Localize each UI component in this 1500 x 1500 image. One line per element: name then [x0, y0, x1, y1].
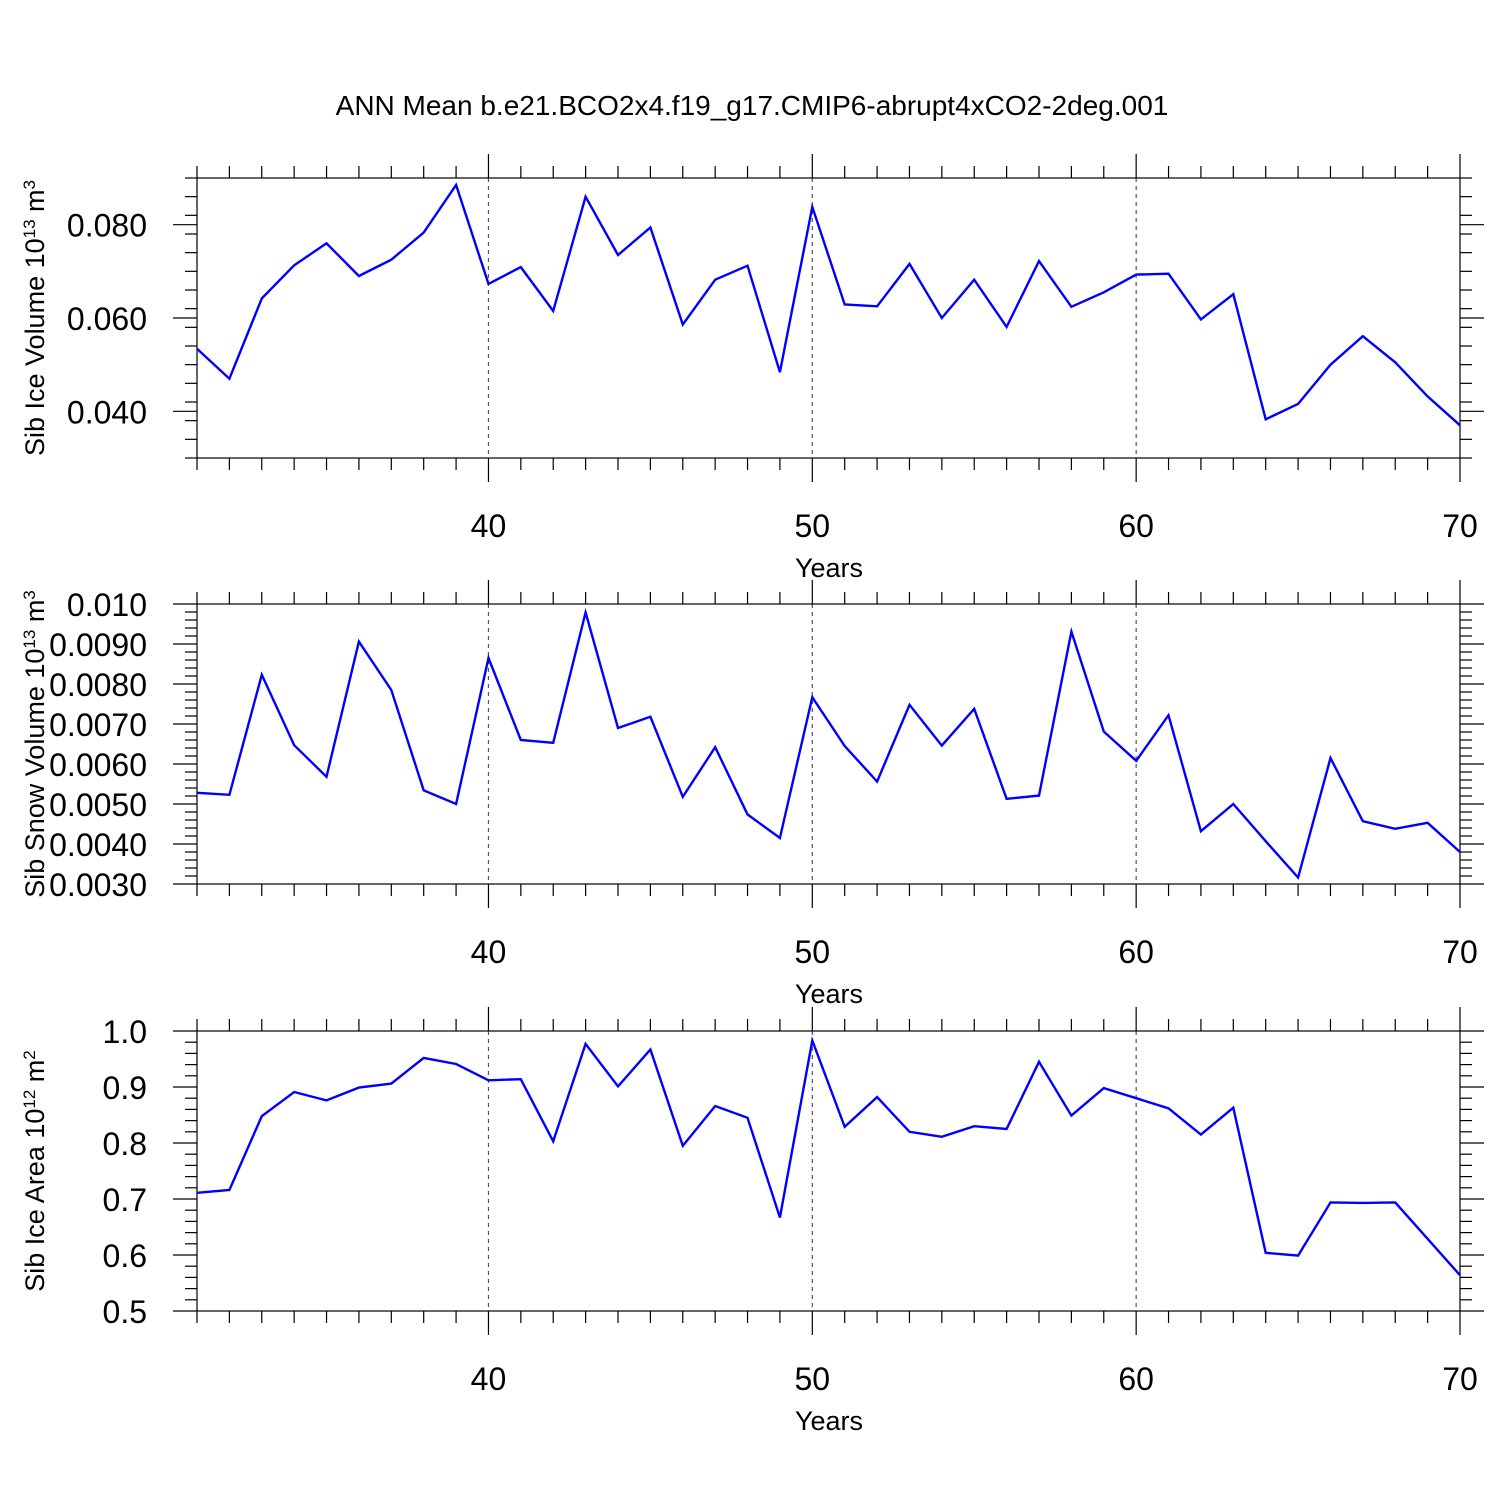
x-tick-label: 40 [471, 508, 507, 544]
y-tick-label: 0.040 [67, 394, 147, 430]
y-axis-label-superscript: 2 [20, 1050, 39, 1059]
series-line [196, 182, 1461, 427]
x-tick-label: 40 [471, 1361, 507, 1397]
x-axis-label: Years [795, 1406, 863, 1436]
y-tick-label: 1.0 [103, 1014, 147, 1050]
y-axis-label: Sib Ice Volume 1013 m3 [20, 180, 51, 456]
y-tick-label: 0.010 [67, 587, 147, 623]
y-axis-label-part: m [20, 600, 50, 630]
y-tick-label: 0.0070 [49, 707, 147, 743]
y-axis-label-superscript: 12 [20, 1090, 39, 1109]
x-axis-label: Years [795, 979, 863, 1009]
y-tick-label: 0.0090 [49, 627, 147, 663]
y-axis-label-superscript: 3 [20, 180, 39, 189]
y-tick-label: 0.0080 [49, 667, 147, 703]
plot-frame [196, 603, 1461, 885]
y-tick-label: 0.0060 [49, 747, 147, 783]
panel-3: 40 50 60 70 0.5 0.6 0.7 0.8 0.9 1.0 Years Sib Ice A… [20, 1007, 1484, 1436]
panel-2: 40 50 60 70 0.0030 0.0040 0.0050 0.0060 0.0070 0.… [20, 580, 1484, 1009]
y-axis-label-superscript: 3 [20, 590, 39, 599]
y-axis-label-part: m [20, 1060, 50, 1090]
series-line [196, 1036, 1461, 1276]
panel-1: 40 50 60 70 0.040 0.060 0.080 Years Sib Ice Volu… [20, 154, 1484, 583]
y-axis-label-part: Sib Ice Area 10 [20, 1109, 50, 1292]
y-axis-label-part: Sib Ice Volume 10 [20, 238, 50, 456]
y-axis-label-part: Sib Snow Volume 10 [20, 649, 50, 898]
x-tick-label: 50 [795, 934, 831, 970]
series-line [196, 607, 1461, 881]
x-tick-label: 60 [1118, 508, 1154, 544]
plot-frame [196, 1030, 1461, 1312]
x-tick-label: 50 [795, 1361, 831, 1397]
x-tick-label: 50 [795, 508, 831, 544]
y-tick-label: 0.0050 [49, 787, 147, 823]
y-tick-label: 0.8 [103, 1126, 147, 1162]
x-tick-label: 70 [1442, 508, 1478, 544]
y-tick-label: 0.6 [103, 1238, 147, 1274]
y-tick-label: 0.5 [103, 1294, 147, 1330]
y-tick-label: 0.080 [67, 208, 147, 244]
x-tick-label: 70 [1442, 1361, 1478, 1397]
y-axis-label-superscript: 13 [20, 219, 39, 238]
y-axis-label-part: m [20, 189, 50, 219]
plot-frame [196, 177, 1461, 459]
y-tick-label: 0.0040 [49, 827, 147, 863]
figure-title: ANN Mean b.e21.BCO2x4.f19_g17.CMIP6-abru… [336, 90, 1169, 121]
y-tick-label: 0.0030 [49, 867, 147, 903]
x-tick-label: 70 [1442, 934, 1478, 970]
y-axis-label: Sib Snow Volume 1013 m3 [20, 590, 51, 898]
x-tick-label: 40 [471, 934, 507, 970]
y-axis-label: Sib Ice Area 1012 m2 [20, 1050, 51, 1292]
x-tick-label: 60 [1118, 1361, 1154, 1397]
y-tick-label: 0.7 [103, 1182, 147, 1218]
y-tick-label: 0.9 [103, 1070, 147, 1106]
y-axis-label-superscript: 13 [20, 630, 39, 649]
y-tick-label: 0.060 [67, 301, 147, 337]
x-tick-label: 60 [1118, 934, 1154, 970]
x-axis-label: Years [795, 553, 863, 583]
